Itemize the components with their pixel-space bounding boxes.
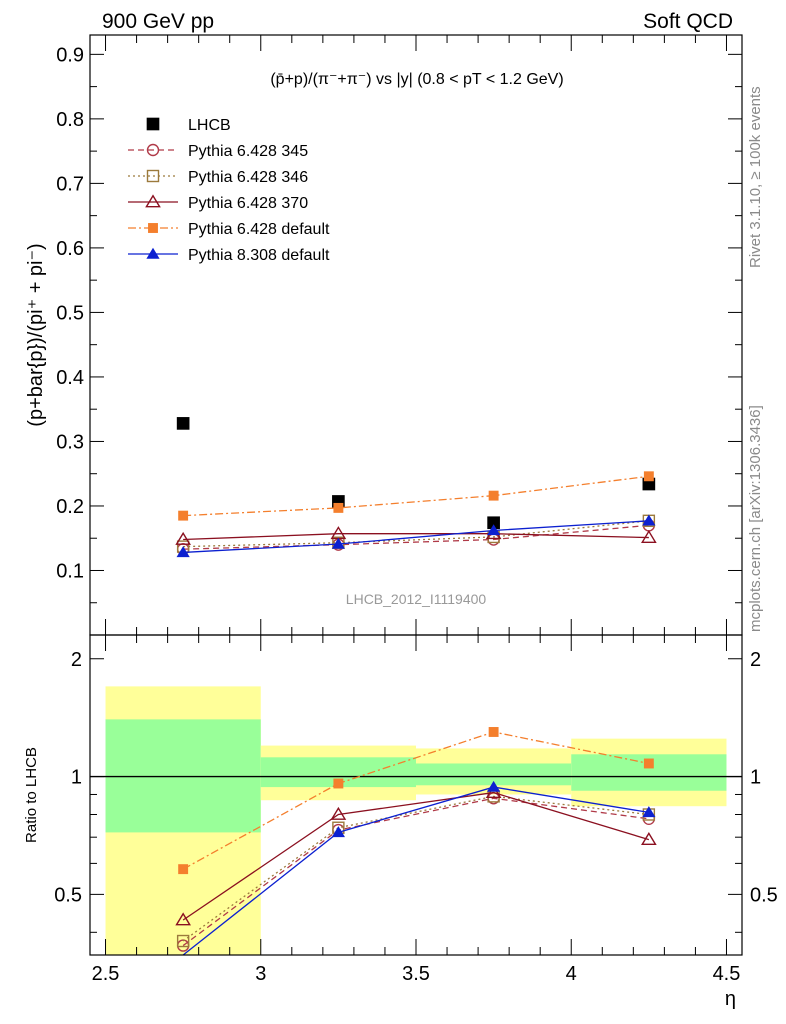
legend-entry: LHCB <box>146 117 231 134</box>
ratio-tick-label: 0.5 <box>54 884 82 906</box>
legend-entry: Pythia 8.308 default <box>128 247 330 264</box>
data-point <box>641 529 657 543</box>
legend-entry: Pythia 6.428 346 <box>128 169 308 186</box>
ratio-point <box>487 780 501 792</box>
ratio-point <box>333 778 344 789</box>
rivet-label: Rivet 3.1.10, ≥ 100k events <box>747 86 764 268</box>
uncertainty-band-inner <box>416 763 572 786</box>
series-line <box>183 524 649 550</box>
data-point <box>642 514 656 526</box>
ratio-tick-label: 2 <box>71 649 82 671</box>
data-point <box>331 537 345 549</box>
ratio-point <box>488 727 499 737</box>
data-point <box>175 531 191 545</box>
ratio-series-4 <box>182 780 656 956</box>
ratio-point <box>641 832 657 846</box>
legend-label: Pythia 6.428 370 <box>188 195 308 212</box>
y-tick-label: 0.1 <box>56 560 84 582</box>
ratio-tick-label-right: 2 <box>750 649 761 671</box>
ratio-point <box>485 784 502 798</box>
x-tick-label: 3 <box>255 963 266 985</box>
ratio-line <box>182 791 650 921</box>
ratio-series <box>175 727 657 956</box>
x-tick-label: 3.5 <box>402 963 430 985</box>
ratio-tick-label: 1 <box>71 767 82 789</box>
legend-entry: Pythia 6.428 370 <box>128 194 308 212</box>
series-line <box>183 520 649 554</box>
ratio-panel: 0.5 0.5 1 1 2 2 2.5 3 3.5 4 4.5 Ratio to LHCB η <box>23 35 778 1010</box>
mcplots-label: mcplots.cern.ch [arXiv:1306.3436] <box>747 405 764 632</box>
header-left: 900 GeV pp <box>102 10 214 33</box>
data-point <box>488 490 499 501</box>
main-ylabel: (p+bar{p})/(pi⁺ + pi⁻) <box>25 243 47 426</box>
data-point <box>176 546 190 558</box>
y-tick-label: 0.7 <box>56 173 84 195</box>
series-line <box>183 475 649 517</box>
legend-marker <box>148 223 158 233</box>
data-point <box>487 516 500 530</box>
uncertainty-band-inner <box>105 719 261 833</box>
ratio-point <box>176 934 190 948</box>
ratio-tick-label-right: 0.5 <box>750 884 778 906</box>
data-point <box>643 471 654 482</box>
x-tick-label: 2.5 <box>92 963 120 985</box>
legend-marker <box>146 117 160 131</box>
ratio-ylabel: Ratio to LHCB <box>23 747 40 843</box>
watermark: LHCB_2012_I1119400 <box>346 591 487 607</box>
ratio-point <box>330 806 347 820</box>
legend-marker <box>146 247 160 259</box>
legend-label: Pythia 6.428 346 <box>188 169 308 186</box>
y-tick-label: 0.5 <box>56 302 84 324</box>
data-point <box>487 524 501 536</box>
main-panel: 0.1 0.2 0.3 0.4 0.5 0.6 0.7 0.8 0.9 (p̄+p)/(π⁻+π… <box>25 34 743 636</box>
ratio-line <box>182 797 649 947</box>
y-tick-label: 0.8 <box>56 109 84 131</box>
legend-label: Pythia 6.428 default <box>188 221 330 238</box>
ratio-line <box>182 731 649 870</box>
main-title: (p̄+p)/(π⁻+π⁻) vs |y| (0.8 < pT < 1.2 Ge… <box>270 71 563 88</box>
ratio-line <box>182 795 649 942</box>
series-4 <box>178 471 654 521</box>
legend-entry: Pythia 6.428 345 <box>128 143 308 160</box>
y-tick-label: 0.2 <box>56 496 84 518</box>
x-tick-label: 4 <box>566 963 577 985</box>
ratio-bands <box>105 686 727 955</box>
ratio-line <box>182 786 649 956</box>
ratio-series-2 <box>175 784 657 926</box>
ratio-y-axis: 0.5 0.5 1 1 2 2 <box>54 649 778 933</box>
ratio-point <box>643 758 654 769</box>
legend: LHCB Pythia 6.428 345 Pythia 6.428 346 Pyth… <box>128 117 330 264</box>
ratio-point <box>331 826 345 838</box>
data-point <box>176 417 190 430</box>
legend-entry: Pythia 6.428 default <box>128 221 330 238</box>
ratio-point <box>642 806 656 818</box>
y-tick-label: 0.3 <box>56 431 84 453</box>
legend-marker <box>146 169 160 183</box>
ratio-tick-label-right: 1 <box>750 767 761 789</box>
main-series <box>175 417 657 558</box>
legend-marker <box>146 143 160 157</box>
legend-marker <box>145 194 161 208</box>
legend-label: Pythia 6.428 345 <box>188 143 308 160</box>
y-tick-label: 0.6 <box>56 238 84 260</box>
data-point <box>178 510 189 521</box>
x-axis: 2.5 3 3.5 4 4.5 <box>92 35 741 985</box>
data-point <box>333 502 344 513</box>
ratio-series-3 <box>178 727 654 875</box>
legend-label: Pythia 8.308 default <box>188 247 330 264</box>
x-axis-label: η <box>725 988 736 1010</box>
y-tick-label: 0.9 <box>56 44 84 66</box>
ratio-point <box>178 864 189 875</box>
series-5 <box>176 514 656 558</box>
x-tick-label: 4.5 <box>713 963 741 985</box>
series-line <box>183 533 649 541</box>
ratio-point <box>175 912 191 926</box>
main-y-axis: 0.1 0.2 0.3 0.4 0.5 0.6 0.7 0.8 0.9 <box>56 44 742 604</box>
legend-label: LHCB <box>188 117 231 134</box>
y-tick-label: 0.4 <box>56 367 84 389</box>
header-right: Soft QCD <box>643 10 733 33</box>
